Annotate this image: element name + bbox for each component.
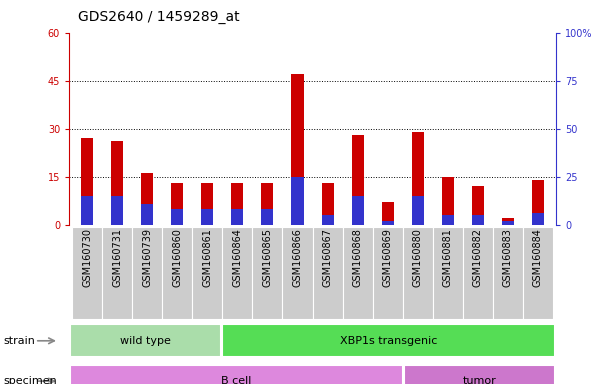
Bar	[382, 221, 394, 225]
Text: GSM160883: GSM160883	[503, 228, 513, 287]
Bar	[472, 215, 484, 225]
Bar	[412, 196, 424, 225]
Bar	[404, 365, 555, 384]
Text: GSM160867: GSM160867	[323, 228, 332, 287]
Text: GSM160884: GSM160884	[533, 228, 543, 287]
Text: GSM160868: GSM160868	[353, 228, 362, 287]
Bar	[81, 138, 93, 225]
Bar	[192, 227, 222, 319]
Bar	[352, 196, 364, 225]
Bar	[322, 183, 334, 225]
Bar	[162, 227, 192, 319]
Bar	[291, 177, 304, 225]
Bar	[493, 227, 523, 319]
Text: GSM160869: GSM160869	[383, 228, 392, 287]
Text: GSM160881: GSM160881	[443, 228, 453, 287]
Bar	[403, 227, 433, 319]
Bar	[141, 204, 153, 225]
Text: GSM160866: GSM160866	[293, 228, 302, 287]
Text: specimen: specimen	[3, 376, 56, 384]
Text: GSM160730: GSM160730	[82, 228, 92, 287]
Bar	[463, 227, 493, 319]
Bar	[171, 209, 183, 225]
Bar	[201, 183, 213, 225]
Text: B cell: B cell	[221, 376, 252, 384]
Bar	[102, 227, 132, 319]
Bar	[502, 218, 514, 225]
Bar	[111, 141, 123, 225]
Bar	[373, 227, 403, 319]
Text: GSM160731: GSM160731	[112, 228, 122, 287]
Bar	[412, 132, 424, 225]
Bar	[472, 186, 484, 225]
Bar	[532, 213, 544, 225]
Bar	[282, 227, 313, 319]
Bar	[70, 324, 221, 357]
Bar	[433, 227, 463, 319]
Text: strain: strain	[3, 336, 35, 346]
Text: tumor: tumor	[463, 376, 497, 384]
Bar	[382, 202, 394, 225]
Text: GSM160880: GSM160880	[413, 228, 423, 287]
Bar	[502, 221, 514, 225]
Text: XBP1s transgenic: XBP1s transgenic	[340, 336, 438, 346]
Text: GSM160882: GSM160882	[473, 228, 483, 287]
Bar	[81, 196, 93, 225]
Bar	[261, 183, 273, 225]
Bar	[231, 183, 243, 225]
Bar	[523, 227, 553, 319]
Bar	[442, 177, 454, 225]
Bar	[171, 183, 183, 225]
Bar	[70, 365, 403, 384]
Bar	[222, 324, 555, 357]
Text: GSM160860: GSM160860	[172, 228, 182, 287]
Text: GSM160865: GSM160865	[263, 228, 272, 287]
Text: wild type: wild type	[120, 336, 171, 346]
Bar	[201, 209, 213, 225]
Bar	[313, 227, 343, 319]
Bar	[72, 227, 102, 319]
Text: GSM160861: GSM160861	[203, 228, 212, 287]
Bar	[252, 227, 282, 319]
Bar	[132, 227, 162, 319]
Bar	[532, 180, 544, 225]
Bar	[231, 209, 243, 225]
Bar	[322, 215, 334, 225]
Text: GSM160864: GSM160864	[233, 228, 242, 287]
Bar	[222, 227, 252, 319]
Bar	[442, 215, 454, 225]
Bar	[291, 74, 304, 225]
Bar	[343, 227, 373, 319]
Bar	[352, 135, 364, 225]
Bar	[141, 174, 153, 225]
Text: GSM160739: GSM160739	[142, 228, 152, 287]
Text: GDS2640 / 1459289_at: GDS2640 / 1459289_at	[78, 10, 240, 23]
Bar	[261, 209, 273, 225]
Bar	[111, 196, 123, 225]
